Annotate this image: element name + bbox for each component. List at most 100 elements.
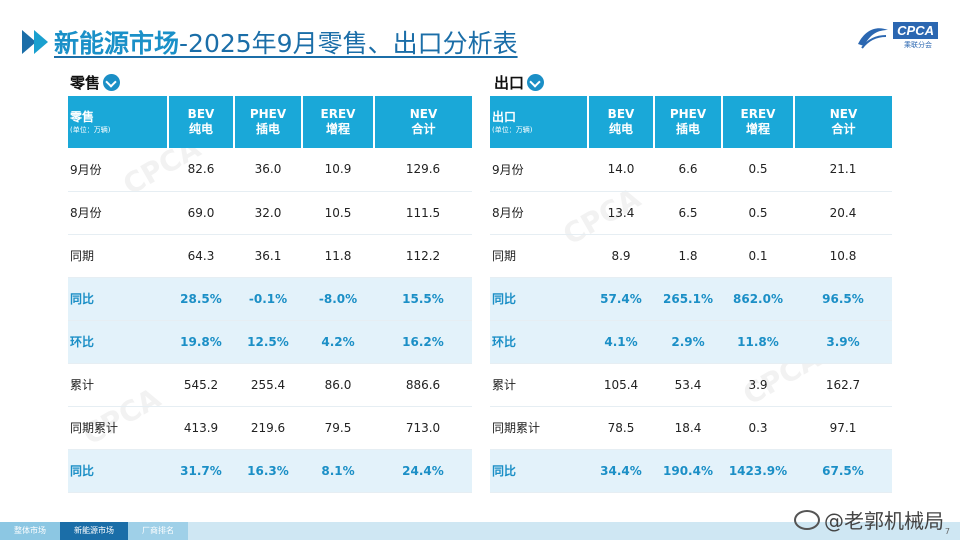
table-cell: 15.5% [374, 277, 472, 321]
column-header: PHEV 插电 [234, 96, 303, 148]
row-label: 9月份 [68, 148, 168, 192]
logo-swoosh-icon [858, 28, 888, 49]
row-label: 环比 [490, 320, 588, 364]
table-cell: 1423.9% [722, 449, 794, 493]
footer-bar: 整体市场 新能源市场 厂商排名 [0, 522, 960, 540]
table-cell: 53.4 [654, 363, 722, 407]
column-header: NEV 合计 [374, 96, 472, 148]
credit-text: @老郭机械局 [824, 509, 944, 533]
row-label: 同比 [490, 449, 588, 493]
table-row: 8月份 69.0 32.0 10.5 111.5 [68, 191, 472, 235]
table-cell: 129.6 [374, 148, 472, 192]
table-cell: 413.9 [168, 406, 234, 450]
table-cell: -0.1% [234, 277, 302, 321]
table-cell: 11.8% [722, 320, 794, 364]
arrow-down-circle-icon [103, 74, 121, 91]
table-cell: 190.4% [654, 449, 722, 493]
table-cell: 3.9 [722, 363, 794, 407]
table-cell: 0.3 [722, 406, 794, 450]
table-row: 环比 4.1% 2.9% 11.8% 3.9% [490, 320, 892, 364]
table-cell: 21.1 [794, 148, 892, 192]
column-header: BEV 纯电 [588, 96, 655, 148]
column-name: 增程 [745, 122, 770, 136]
table-cell: -8.0% [302, 277, 374, 321]
table-cell: 219.6 [234, 406, 302, 450]
table-cell: 64.3 [168, 234, 234, 278]
table-header-row: 出口 (单位：万辆) BEV 纯电 PHEV 插电 EREV 增程 NEV 合计 [490, 96, 892, 148]
table-cell: 36.1 [234, 234, 302, 278]
export-section-text: 出口 [494, 74, 525, 92]
table-cell: 162.7 [794, 363, 892, 407]
table-cell: 0.5 [722, 191, 794, 235]
table-cell: 19.8% [168, 320, 234, 364]
column-code: BEV [187, 107, 215, 121]
corner-header: 出口 (单位：万辆) [490, 96, 589, 148]
footer-tab-nev[interactable]: 新能源市场 [60, 522, 128, 540]
corner-header: 零售 (单位：万辆) [68, 96, 169, 148]
table-cell: 111.5 [374, 191, 472, 235]
table-cell: 713.0 [374, 406, 472, 450]
table-cell: 24.4% [374, 449, 472, 493]
table-row: 累计 545.2 255.4 86.0 886.6 [68, 363, 472, 407]
table-cell: 4.1% [588, 320, 654, 364]
table-cell: 10.9 [302, 148, 374, 192]
row-label: 环比 [68, 320, 168, 364]
row-label: 同期 [68, 234, 168, 278]
column-header: NEV 合计 [794, 96, 892, 148]
column-header: EREV 增程 [302, 96, 375, 148]
column-code: BEV [607, 107, 635, 121]
table-row: 9月份 14.0 6.6 0.5 21.1 [490, 148, 892, 192]
table-cell: 79.5 [302, 406, 374, 450]
chevron-right-icon [22, 30, 48, 54]
table-row: 同期 64.3 36.1 11.8 112.2 [68, 234, 472, 278]
table-row: 同期 8.9 1.8 0.1 10.8 [490, 234, 892, 278]
title-bar: 新能源市场-2025年9月零售、出口分析表 [22, 22, 518, 62]
table-row: 8月份 13.4 6.5 0.5 20.4 [490, 191, 892, 235]
page-number: 7 [944, 527, 950, 536]
column-code: NEV [829, 107, 858, 121]
footer-tab-ranking[interactable]: 厂商排名 [128, 522, 188, 540]
table-cell: 8.1% [302, 449, 374, 493]
column-code: EREV [740, 107, 776, 121]
column-code: PHEV [669, 107, 707, 121]
table-cell: 14.0 [588, 148, 654, 192]
row-label: 同期 [490, 234, 588, 278]
export-table: 出口 (单位：万辆) BEV 纯电 PHEV 插电 EREV 增程 NEV 合计 9月份… [490, 96, 892, 493]
table-row: 同比 34.4% 190.4% 1423.9% 67.5% [490, 449, 892, 493]
table-cell: 97.1 [794, 406, 892, 450]
table-header-row: 零售 (单位：万辆) BEV 纯电 PHEV 插电 EREV 增程 NEV 合计 [68, 96, 472, 148]
retail-section-label: 零售 [70, 72, 121, 93]
table-cell: 12.5% [234, 320, 302, 364]
table-cell: 1.8 [654, 234, 722, 278]
table-row: 同期累计 413.9 219.6 79.5 713.0 [68, 406, 472, 450]
table-cell: 16.2% [374, 320, 472, 364]
column-header: BEV 纯电 [168, 96, 235, 148]
unit-label: (单位：万辆) [70, 125, 111, 134]
table-cell: 86.0 [302, 363, 374, 407]
table-cell: 57.4% [588, 277, 654, 321]
column-name: 合计 [831, 122, 856, 136]
unit-label: (单位：万辆) [492, 125, 533, 134]
table-cell: 69.0 [168, 191, 234, 235]
column-header: PHEV 插电 [654, 96, 723, 148]
row-label: 8月份 [68, 191, 168, 235]
column-header: EREV 增程 [722, 96, 795, 148]
row-label: 同比 [490, 277, 588, 321]
page-title: 新能源市场-2025年9月零售、出口分析表 [54, 24, 518, 60]
table-cell: 8.9 [588, 234, 654, 278]
table-cell: 10.5 [302, 191, 374, 235]
table-cell: 886.6 [374, 363, 472, 407]
column-code: EREV [320, 107, 356, 121]
footer-tab-overall[interactable]: 整体市场 [0, 522, 60, 540]
table-cell: 20.4 [794, 191, 892, 235]
table-cell: 96.5% [794, 277, 892, 321]
row-label: 累计 [490, 363, 588, 407]
row-label: 同比 [68, 449, 168, 493]
table-cell: 28.5% [168, 277, 234, 321]
table-cell: 3.9% [794, 320, 892, 364]
table-cell: 0.1 [722, 234, 794, 278]
table-cell: 545.2 [168, 363, 234, 407]
table-row: 同期累计 78.5 18.4 0.3 97.1 [490, 406, 892, 450]
page-title-rest: -2025年9月零售、出口分析表 [179, 29, 518, 58]
table-cell: 265.1% [654, 277, 722, 321]
